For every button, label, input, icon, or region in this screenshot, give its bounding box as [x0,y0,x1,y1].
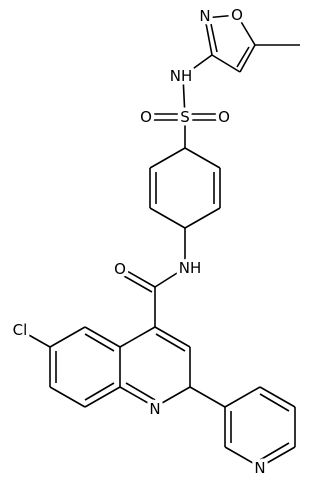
atom-label: N [254,459,265,477]
atom-label: N [199,7,210,25]
atom-label: O [231,6,243,24]
atom-label: O [140,108,152,126]
atom-label: O [114,260,126,278]
atom-label: NH [170,67,193,85]
atom-label: O [218,108,230,126]
atom-label: Cl [13,321,28,339]
atom-label: N [149,400,160,418]
atom-label: S [180,108,190,126]
bonds [19,14,300,468]
atom-labels: N O NH S O O NH O Cl N N [9,3,269,481]
atom-label: NH [179,259,202,277]
